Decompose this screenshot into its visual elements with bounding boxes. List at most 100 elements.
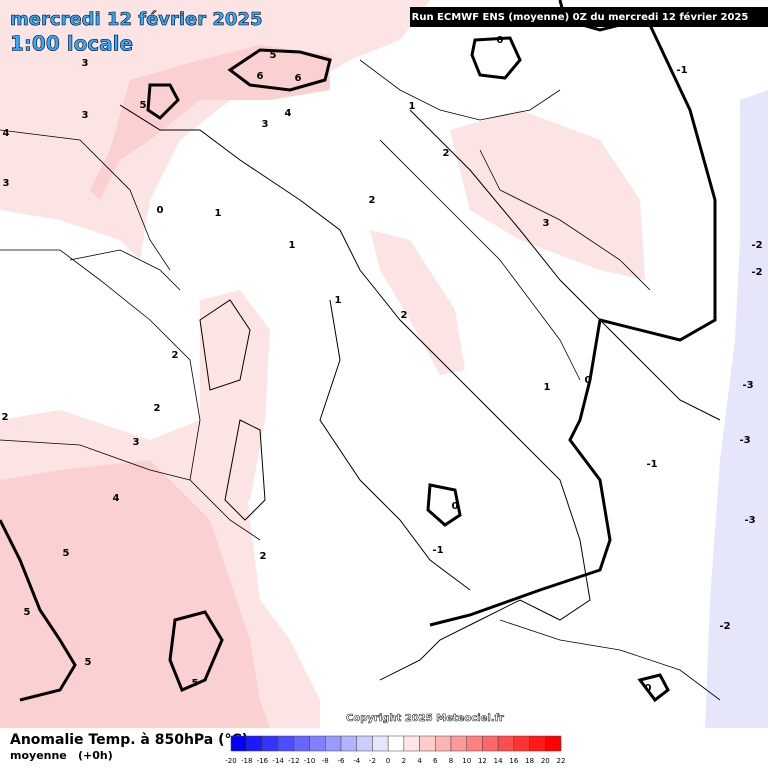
contour-label: -3 (739, 435, 750, 446)
contour-label: 2 (369, 195, 376, 206)
contour-label: 1 (544, 382, 551, 393)
contour-label: 6 (295, 73, 302, 84)
colorbar-tick-label: -14 (272, 757, 284, 765)
colorbar: -20 -18 -16 -14 -12 -10 -8 -6 -4 -2 0 2 4 6 8 10 12 14 16 1… (225, 735, 566, 765)
warm-area (370, 230, 465, 375)
contour-label: 3 (82, 58, 89, 69)
contour-label: 1 (289, 240, 296, 251)
contour-label: -3 (742, 380, 753, 391)
colorbar-tick-label: 4 (417, 757, 422, 765)
contour-label: 2 (260, 551, 267, 562)
contour-label: 4 (285, 108, 292, 119)
run-banner (410, 7, 768, 27)
contour-label: -2 (751, 267, 762, 278)
colorbar-tick-label: -16 (257, 757, 269, 765)
coastline (119, 104, 721, 681)
contour-label: 6 (257, 71, 264, 82)
colorbar-segment (293, 735, 310, 752)
date-title: mercredi 12 février 2025 (10, 9, 263, 30)
colorbar-segment (450, 735, 467, 752)
contour-label: 4 (113, 493, 120, 504)
colorbar-segment (466, 735, 483, 752)
colorbar-tick-label: 12 (478, 757, 487, 765)
contour-label: 0 (645, 683, 652, 694)
colorbar-tick-label: 14 (494, 757, 503, 765)
colorbar-tick-label: -10 (304, 757, 315, 765)
colorbar-tick-label: -2 (369, 757, 376, 765)
colorbar-tick-label: -4 (353, 757, 361, 765)
contour-label: 1 (335, 295, 342, 306)
colorbar-tick-label: 18 (525, 757, 534, 765)
contour-label: 0 (585, 375, 592, 386)
contour-label: -1 (432, 545, 443, 556)
contour-label: -2 (719, 621, 730, 632)
contour-label: 3 (3, 178, 10, 189)
contour-label: 3 (133, 437, 140, 448)
colorbar-tick-label: 20 (541, 757, 550, 765)
warm-area (200, 290, 270, 500)
contour-label: 5 (85, 657, 92, 668)
contour-label: 2 (154, 403, 161, 414)
contour-label: -1 (646, 459, 657, 470)
colorbar-segment (403, 735, 420, 752)
run-info: Run ECMWF ENS (moyenne) 0Z du mercredi 1… (412, 11, 749, 23)
contour-label: 5 (192, 678, 199, 689)
contour-label: 2 (401, 310, 408, 321)
legend-title: Anomalie Temp. à 850hPa (°C) (10, 732, 248, 748)
colorbar-tick-label: 0 (386, 757, 390, 765)
contour-label: 2 (2, 412, 9, 423)
colorbar-tick-label: -18 (241, 757, 252, 765)
contour-label: 5 (24, 607, 31, 618)
contour-label: 2 (172, 350, 179, 361)
contour-label: 5 (63, 548, 70, 559)
contour-label: 3 (262, 119, 269, 130)
colorbar-segment (230, 735, 247, 752)
colorbar-tick-label: -6 (338, 757, 346, 765)
contour-label: 5 (140, 100, 147, 111)
colorbar-tick-label: -8 (322, 757, 329, 765)
contour-label: 1 (409, 101, 416, 112)
colorbar-segment (497, 735, 515, 752)
contour-label: 0 (497, 35, 504, 46)
contour-label: 1 (215, 208, 222, 219)
contour-label: 3 (82, 110, 89, 121)
contour-label: -1 (676, 65, 687, 76)
colorbar-segment (482, 735, 499, 752)
colorbar-segment (419, 735, 436, 752)
legend-subtitle: moyenne (10, 749, 67, 762)
contour-label: 4 (3, 128, 10, 139)
cold-area (705, 90, 768, 728)
warm-area-strong (0, 460, 270, 728)
colorbar-tick-label: 22 (557, 757, 566, 765)
contour-label: 0 (157, 205, 164, 216)
colorbar-segment (356, 735, 373, 752)
contour-label: 2 (443, 148, 450, 159)
colorbar-tick-label: 10 (462, 757, 471, 765)
copyright: Copyright 2025 Meteociel.fr (346, 713, 504, 724)
colorbar-tick-label: 16 (509, 757, 518, 765)
colorbar-segment (325, 735, 342, 752)
warm-area (450, 110, 645, 280)
colorbar-segment (277, 735, 295, 752)
colorbar-segment (513, 735, 530, 752)
contour-label: -2 (751, 240, 762, 251)
time-title: 1:00 locale (10, 32, 133, 56)
colorbar-segment (340, 735, 357, 752)
legend-step: (+0h) (78, 749, 113, 762)
colorbar-tick-label: -12 (288, 757, 299, 765)
colorbar-segment (435, 735, 452, 752)
colorbar-tick-label: 6 (433, 757, 438, 765)
contour-line-thin (0, 59, 721, 701)
colorbar-segment (246, 735, 263, 752)
colorbar-tick-label: 8 (449, 757, 453, 765)
contour-label: 3 (543, 218, 550, 229)
colorbar-tick-label: 2 (402, 757, 406, 765)
colorbar-segment (262, 735, 279, 752)
contour-label: 5 (270, 50, 277, 61)
contour-label: 0 (452, 501, 459, 512)
colorbar-tick-label: -20 (225, 757, 236, 765)
contour-label: -3 (744, 515, 755, 526)
colorbar-segment (372, 735, 389, 752)
